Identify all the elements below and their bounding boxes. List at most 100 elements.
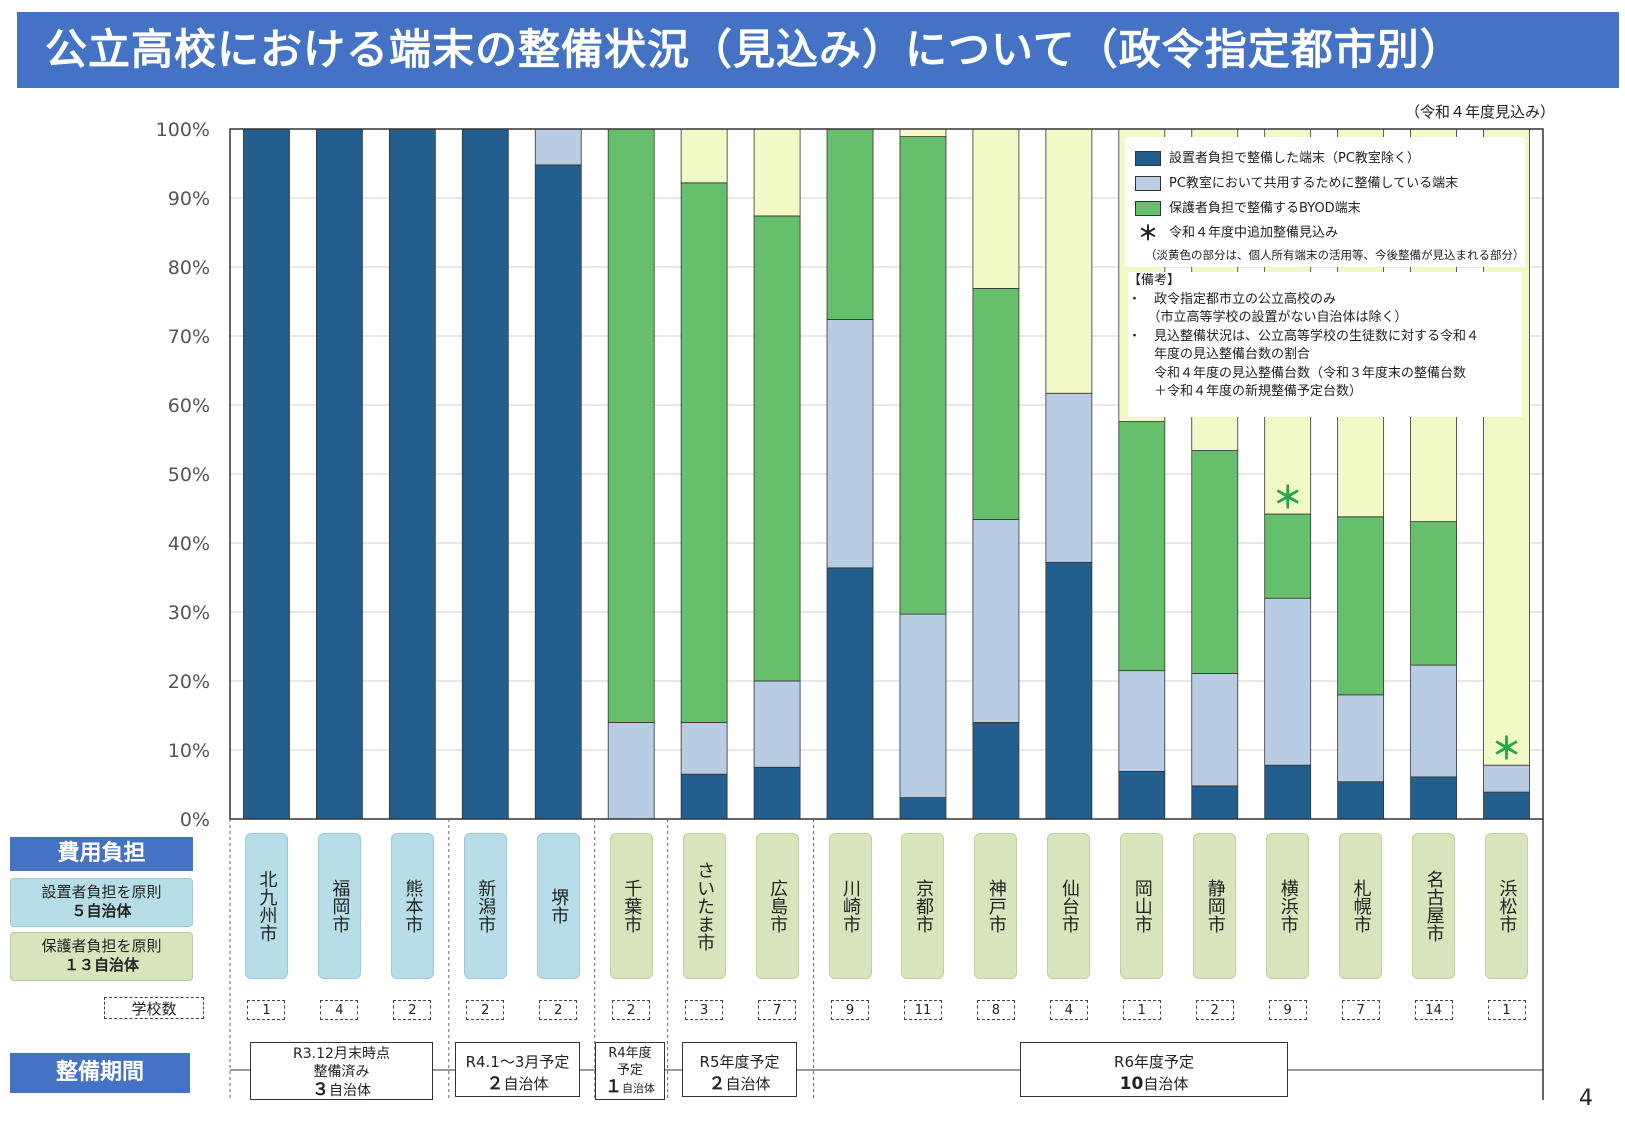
y-tick-label: 60% <box>168 395 210 417</box>
bar-segment-remaining <box>972 128 1020 289</box>
city-label: 札幌市 <box>1339 833 1383 979</box>
parent-burden-count: １３自治体 <box>63 956 139 974</box>
bar-segment-byod <box>1191 450 1239 674</box>
bar-segment-school <box>899 797 947 820</box>
bar-segment-pc-room <box>1191 673 1239 787</box>
page-number: 4 <box>1579 1086 1593 1111</box>
bar-segment-byod <box>607 128 655 723</box>
school-count: 14 <box>1414 1000 1453 1020</box>
city-label: 浜松市 <box>1485 833 1529 979</box>
bar-segment-remaining <box>1045 128 1093 394</box>
period-group-r6: R6年度予定 10自治体 <box>1020 1042 1288 1097</box>
bar-segment-pc-room <box>972 519 1020 723</box>
parent-burden-label: 保護者負担を原則 <box>41 937 162 955</box>
legend-label-pc-room: PC教室において共用するために整備している端末 <box>1169 176 1459 191</box>
period-header: 整備期間 <box>10 1053 190 1093</box>
bar-segment-school <box>1337 781 1385 820</box>
y-tick-label: 30% <box>168 602 210 624</box>
school-count: 2 <box>539 1000 578 1020</box>
bar-segment-byod <box>899 136 947 615</box>
remarks-line: （市立高等学校の設置がない自治体は除く） <box>1128 310 1408 325</box>
period-sublabel: 整備済み <box>313 1064 370 1080</box>
city-label: 堺市 <box>536 833 580 979</box>
bar-segment-byod <box>1118 421 1166 672</box>
bar-segment-byod <box>1264 513 1312 599</box>
bar-segment-pc-room <box>607 722 655 820</box>
remarks-line: 令和４年度の見込整備台数（令和３年度末の整備台数 <box>1128 365 1467 381</box>
city-label: 千葉市 <box>609 833 653 979</box>
school-count: 1 <box>247 1000 286 1020</box>
bar-segment-pc-room <box>1337 694 1385 783</box>
school-count: 9 <box>1268 1000 1307 1020</box>
school-burden-label: 設置者負担を原則 <box>41 883 162 901</box>
asterisk-icon: ＊ <box>1138 221 1158 245</box>
remarks-line: ・ 見込整備状況は、公立高等学校の生徒数に対する令和４ <box>1128 328 1480 344</box>
period-sublabel: 予定 <box>616 1063 643 1078</box>
bar-segment-school <box>1118 770 1166 820</box>
school-count: 9 <box>831 1000 870 1020</box>
bar-segment-byod <box>1410 521 1457 666</box>
y-tick-label: 40% <box>168 533 210 555</box>
period-group-r4-early: R4.1～3月予定 ２自治体 <box>455 1042 580 1097</box>
remarks-line: ＋令和４年度の新規整備予定台数） <box>1128 384 1363 399</box>
legend-swatch-pc-room <box>1135 176 1161 191</box>
bar-segment-school <box>1410 776 1457 820</box>
bar-segment-pc-room <box>680 722 728 775</box>
city-label: さいたま市 <box>682 833 726 979</box>
city-label: 北九州市 <box>244 833 288 979</box>
schools-label: 学校数 <box>104 997 204 1019</box>
bar-segment-school <box>534 164 582 820</box>
period-label: R3.12月末時点 <box>293 1046 390 1062</box>
school-count: 7 <box>758 1000 797 1020</box>
cost-burden-header: 費用負担 <box>10 837 193 871</box>
legend-label-byod: 保護者負担で整備するBYOD端末 <box>1169 201 1361 216</box>
parent-burden-panel: 保護者負担を原則 １３自治体 <box>10 932 193 981</box>
y-tick-label: 50% <box>168 464 210 486</box>
period-count: ２ <box>486 1074 504 1094</box>
school-count: 4 <box>1049 1000 1088 1020</box>
bar-segment-byod <box>972 287 1020 520</box>
school-count: 1 <box>1122 1000 1161 1020</box>
bar-segment-pc-room <box>1410 664 1457 778</box>
y-tick-label: 10% <box>168 740 210 762</box>
city-label: 横浜市 <box>1266 833 1310 979</box>
remarks-heading: 【備考】 <box>1128 273 1181 288</box>
city-label: 広島市 <box>755 833 799 979</box>
bar-segment-school <box>461 128 509 820</box>
school-count: 2 <box>466 1000 505 1020</box>
city-label: 京都市 <box>901 833 945 979</box>
school-count: 2 <box>612 1000 651 1020</box>
school-burden-count: ５自治体 <box>71 902 132 920</box>
remarks-line: 年度の見込整備台数の割合 <box>1128 347 1311 362</box>
bar-segment-pc-room <box>899 613 947 799</box>
period-unit: 自治体 <box>503 1075 549 1093</box>
period-label: R5年度予定 <box>699 1053 780 1071</box>
period-count: 10 <box>1119 1074 1144 1094</box>
legend-item-byod: 保護者負担で整備するBYOD端末 <box>1135 199 1361 219</box>
period-unit: 自治体 <box>329 1083 371 1099</box>
city-label: 神戸市 <box>974 833 1018 979</box>
bar-segment-byod <box>680 182 728 723</box>
fiscal-year-note: （令和４年度見込み） <box>1404 103 1555 121</box>
legend-note: （淡黄色の部分は、個人所有端末の活用等、今後整備が見込まれる部分） <box>1145 248 1525 262</box>
bar-segment-school <box>316 128 363 820</box>
bar-segment-school <box>826 567 874 820</box>
bar-segment-byod <box>826 128 874 320</box>
legend-swatch-byod <box>1135 201 1161 216</box>
legend: 設置者負担で整備した端末（PC教室除く） PC教室において共用するために整備して… <box>1125 137 1525 267</box>
city-label: 新潟市 <box>463 833 507 979</box>
period-count: ３ <box>312 1080 329 1100</box>
bar-segment-pc-room <box>1264 597 1312 766</box>
bar-segment-remaining <box>899 128 947 137</box>
bar-segment-pc-room <box>753 680 801 768</box>
bar-segment-school <box>1045 561 1093 820</box>
bar-segment-school <box>1483 791 1530 820</box>
y-tick-label: 100% <box>156 119 210 141</box>
school-count: 2 <box>1195 1000 1234 1020</box>
bar-segment-pc-room <box>1045 392 1093 563</box>
bar-segment-school <box>753 766 801 820</box>
remarks: 【備考】 ・ 政令指定都市立の公立高校のみ （市立高等学校の設置がない自治体は除… <box>1128 272 1522 417</box>
period-unit: 自治体 <box>1143 1075 1189 1093</box>
legend-label-asterisk: 令和４年度中追加整備見込み <box>1169 225 1339 241</box>
y-tick-label: 90% <box>168 188 210 210</box>
